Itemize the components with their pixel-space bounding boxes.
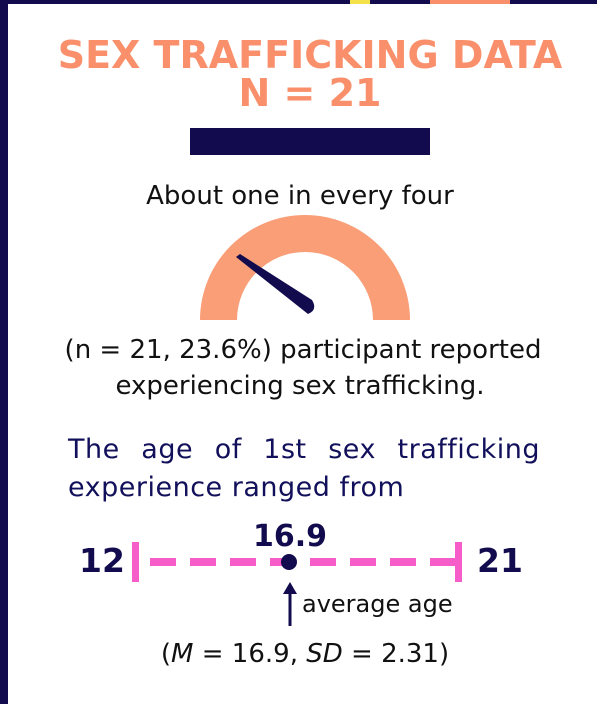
range-max: 21 (477, 541, 523, 580)
range-end (455, 542, 462, 582)
range-end (132, 542, 139, 582)
age-intro: The age of 1st sex trafficking (68, 434, 540, 465)
left-border (0, 0, 8, 704)
range-min: 12 (79, 541, 125, 580)
stats-part: = 2.31) (343, 639, 449, 669)
mean-label: 16.9 (253, 519, 327, 554)
stats-part: SD (306, 639, 343, 669)
gauge-text: (n = 21, 23.6%) participant reported (65, 335, 542, 365)
title: SEX TRAFFICKING DATA (58, 33, 563, 77)
mean-dot (281, 554, 297, 570)
pointer-label: average age (302, 590, 453, 618)
stats-part: = 16.9, (193, 639, 306, 669)
gauge-arc (200, 215, 410, 320)
stats: (M = 16.9, SD = 2.31) (161, 639, 449, 669)
top-accent (350, 0, 370, 4)
stats-part: M (171, 639, 193, 669)
top-border (0, 0, 597, 4)
divider (190, 128, 430, 155)
subtitle: N = 21 (239, 71, 382, 115)
gauge-needle (236, 254, 315, 314)
pointer-head (283, 582, 297, 594)
top-accent (430, 0, 510, 4)
gauge-text: experiencing sex trafficking. (115, 371, 484, 401)
stats-part: ( (161, 639, 171, 669)
age-intro: experience ranged from (68, 472, 405, 503)
gauge-caption: About one in every four (146, 181, 454, 211)
